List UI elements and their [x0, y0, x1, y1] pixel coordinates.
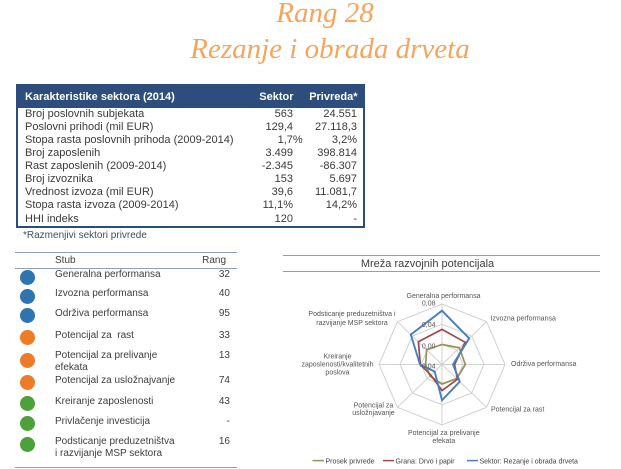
svg-text:Grana: Drvo i papir: Grana: Drvo i papir [396, 458, 456, 465]
svg-text:Generalna performansa: Generalna performansa [407, 293, 481, 300]
svg-text:Sektor: Rezanje i obrada drvet: Sektor: Rezanje i obrada drveta [480, 458, 579, 465]
svg-text:zaposlenosti/kvalitetnih: zaposlenosti/kvalitetnih [302, 362, 374, 369]
svg-text:usložnjavanje: usložnjavanje [352, 410, 395, 417]
svg-text:poslova: poslova [325, 370, 349, 377]
svg-text:0,00: 0,00 [422, 343, 436, 350]
svg-text:Potencijal za: Potencijal za [354, 403, 394, 410]
svg-text:0,04: 0,04 [422, 322, 436, 329]
svg-text:Potencijal za rast: Potencijal za rast [491, 407, 544, 414]
svg-text:Kreiranje: Kreiranje [323, 354, 351, 361]
svg-text:Potencijal za prelivanje: Potencijal za prelivanje [408, 430, 480, 437]
svg-text:Prosek privrede: Prosek privrede [326, 458, 375, 465]
svg-text:razvijanje MSP sektora: razvijanje MSP sektora [316, 320, 388, 327]
svg-text:Održiva performansa: Održiva performansa [511, 361, 576, 368]
svg-text:-0,04: -0,04 [420, 363, 436, 370]
svg-text:Izvozna performansa: Izvozna performansa [491, 316, 556, 323]
svg-text:efekata: efekata [432, 438, 455, 445]
svg-text:0,08: 0,08 [422, 300, 436, 307]
svg-text:Podsticanje preduzetništva i: Podsticanje preduzetništva i [308, 311, 396, 318]
